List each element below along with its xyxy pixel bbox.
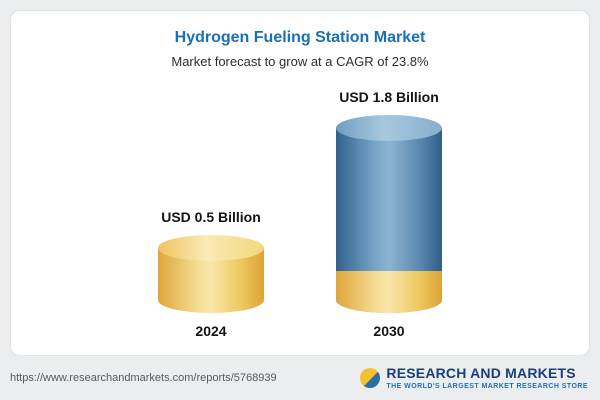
bar-cylinder-2030 bbox=[336, 115, 442, 313]
bar-category-label-2030: 2030 bbox=[373, 323, 405, 339]
chart-area: USD 0.5 Billion 2024 USD 1.8 Billion 203… bbox=[11, 69, 589, 355]
chart-subtitle: Market forecast to grow at a CAGR of 23.… bbox=[171, 54, 429, 69]
cylinder-body-2030 bbox=[336, 128, 442, 313]
logo-globe-icon bbox=[360, 367, 381, 388]
cylinder-top-2030 bbox=[336, 115, 442, 141]
bar-category-label-2024: 2024 bbox=[195, 323, 227, 339]
cylinder-top-2024 bbox=[158, 235, 264, 261]
bar-value-label-2024: USD 0.5 Billion bbox=[161, 209, 261, 225]
bar-cylinder-2024 bbox=[158, 235, 264, 313]
chart-card: Hydrogen Fueling Station Market Market f… bbox=[10, 10, 590, 356]
logo-text: RESEARCH AND MARKETS THE WORLD'S LARGEST… bbox=[386, 364, 588, 391]
bar-group-2030: USD 1.8 Billion 2030 bbox=[330, 89, 448, 339]
logo-title: RESEARCH AND MARKETS bbox=[386, 364, 576, 381]
chart-title: Hydrogen Fueling Station Market bbox=[174, 29, 426, 46]
bar-group-2024: USD 0.5 Billion 2024 bbox=[152, 209, 270, 339]
cylinder-base-2030 bbox=[336, 271, 442, 313]
logo-tagline: THE WORLD'S LARGEST MARKET RESEARCH STOR… bbox=[386, 383, 588, 391]
bar-value-label-2030: USD 1.8 Billion bbox=[339, 89, 439, 105]
research-and-markets-logo[interactable]: RESEARCH AND MARKETS THE WORLD'S LARGEST… bbox=[360, 364, 588, 391]
source-url[interactable]: https://www.researchandmarkets.com/repor… bbox=[10, 372, 277, 384]
footer: https://www.researchandmarkets.com/repor… bbox=[0, 356, 600, 400]
